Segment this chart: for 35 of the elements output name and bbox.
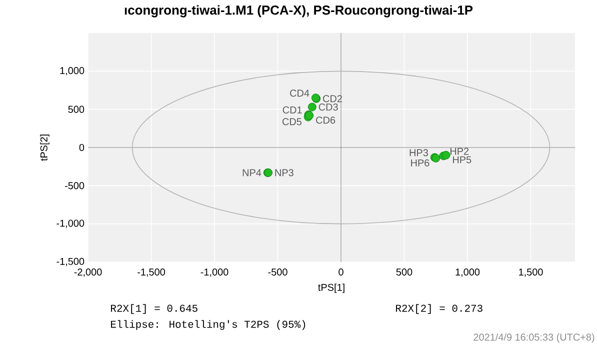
annotation: CD1 [282,106,302,114]
annotation: HP3 [410,149,428,156]
text: R2X[1] = 0.645 [111,304,198,314]
x-tick-label: -1,000 [200,268,228,277]
text: Ellipse: Hotelling's T2PS (95%) [111,320,306,330]
annotation: CD2 [323,95,342,102]
y-tick-label: 1,000 [60,67,84,76]
annotation: CD3 [318,104,338,111]
x-tick-label: -1,500 [138,268,165,277]
x-tick-label: -500 [268,268,288,276]
x-tick-label: 1,500 [519,268,543,277]
point [442,150,450,160]
x-tick-label: 500 [396,268,412,276]
annotation: CD6 [316,116,336,124]
annotation: NP4 [242,169,262,176]
annotation: CD5 [282,118,302,126]
chart-title: ıcongrong-tiwai-1.M1 (PCA-X), PS-Roucongrong-tiwai-1P [124,5,473,18]
annotation: HP2 [450,148,469,155]
y-axis-title: tPS[2] [40,134,50,161]
annotation: CD4 [290,90,310,97]
text: 2021/4/9 16:05:33 (UTC+8) [474,333,594,343]
annotation: HP5 [452,156,472,164]
y-tick-label: -500 [64,182,84,190]
x-tick-label: -2,000 [74,268,102,277]
y-tick-label: 500 [68,106,84,113]
x-tick-label: 0 [338,268,344,276]
x-tick-label: 1,000 [456,268,480,277]
x-axis-title: tPS[1] [318,284,344,293]
text: R2X[2] = 0.273 [396,304,482,314]
y-tick-label: -1,000 [56,220,84,228]
y-tick-label: 0 [79,144,84,152]
y-tick-label: -1,500 [56,258,84,266]
point [308,102,316,112]
annotation: HP6 [411,159,430,166]
annotation: NP3 [275,169,294,176]
